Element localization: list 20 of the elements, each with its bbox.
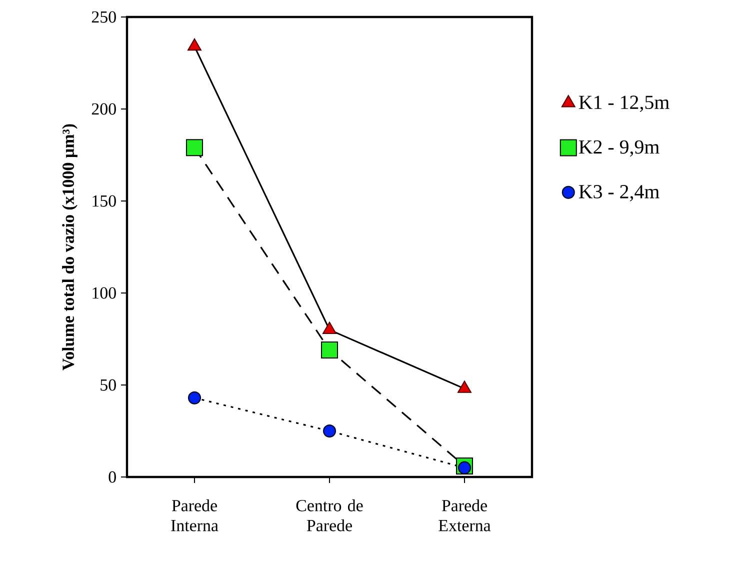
y-tick-label: 250 <box>92 11 116 23</box>
legend-label: K3 - 2,4m <box>578 185 660 202</box>
x-tick-label: Parede Externa <box>438 499 491 532</box>
legend-label: K1 - 12,5m <box>578 96 670 112</box>
y-axis-title: Volume total do vazio (x1000 µm³) <box>62 124 78 370</box>
point <box>458 461 472 474</box>
y-tick-label: 200 <box>92 103 116 115</box>
x-tick-label: Parede Interna <box>171 499 218 532</box>
y-tick-label: 50 <box>100 379 116 391</box>
point <box>188 38 202 51</box>
point <box>321 342 338 359</box>
x-tick-label: Centro de Parede <box>296 499 363 532</box>
y-tick-label: 0 <box>108 471 116 483</box>
legend-label: K2 - 9,9m <box>578 140 660 157</box>
point <box>188 391 201 404</box>
y-tick-label: 100 <box>92 287 116 299</box>
point <box>322 322 336 334</box>
y-tick-label: 150 <box>92 195 116 207</box>
point <box>186 139 203 156</box>
point <box>323 424 336 438</box>
